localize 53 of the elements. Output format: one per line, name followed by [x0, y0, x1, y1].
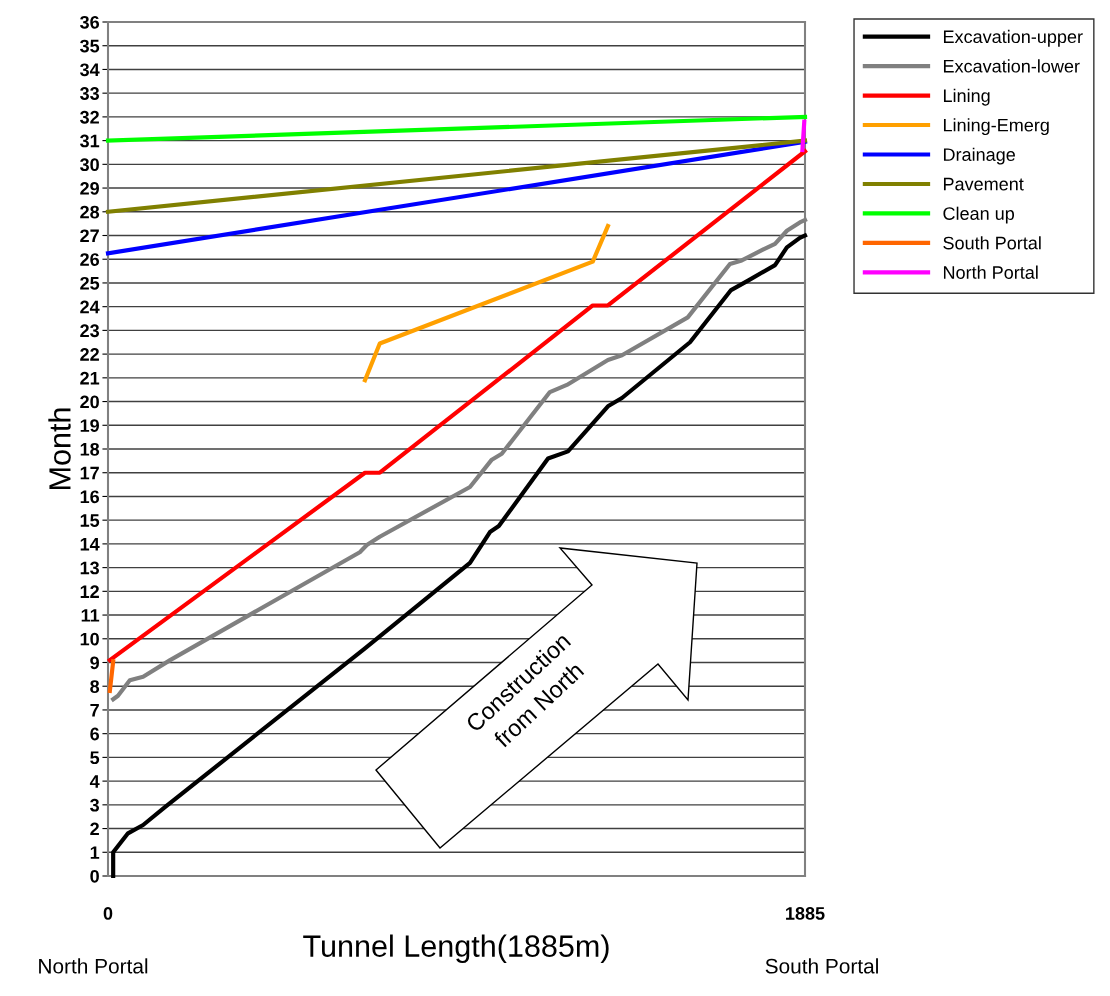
y-tick-label: 7	[90, 704, 99, 717]
legend-label: Lining-Emerg	[943, 118, 1049, 136]
y-tick-label: 21	[80, 371, 100, 385]
legend-label: Excavation-lower	[943, 59, 1080, 73]
y-tick-label: 27	[80, 229, 99, 243]
x-axis-title: Tunnel Length(1885m)	[303, 934, 609, 963]
y-tick-label: 16	[80, 490, 100, 504]
legend-label: South Portal	[943, 236, 1041, 250]
y-tick-label: 13	[80, 561, 100, 575]
legend-label: Pavement	[943, 177, 1024, 191]
legend-label: Clean up	[943, 206, 1015, 224]
y-tick-label: 22	[80, 348, 99, 361]
y-tick-label: 23	[80, 324, 100, 338]
y-tick-label: 31	[80, 134, 100, 148]
text: South Portal	[765, 958, 878, 974]
y-tick-label: 6	[90, 727, 100, 741]
legend-label: Excavation-upper	[943, 29, 1083, 47]
y-tick-label: 30	[80, 158, 99, 172]
y-tick-label: 18	[80, 442, 100, 456]
y-tick-label: 20	[80, 395, 99, 409]
y-tick-label: 14	[80, 538, 100, 551]
y-tick-label: 3	[90, 798, 100, 812]
y-tick-label: 2	[90, 822, 99, 836]
y-tick-label: 32	[80, 110, 99, 124]
y-tick-label: 34	[80, 63, 100, 77]
y-tick-label: 0	[90, 869, 99, 883]
y-tick-label: 10	[80, 632, 99, 646]
y-tick-label: 5	[90, 751, 100, 765]
y-tick-label: 17	[80, 466, 99, 480]
y-tick-label: 12	[80, 585, 99, 598]
y-tick-label: 25	[80, 276, 100, 290]
legend-label: Drainage	[943, 147, 1015, 165]
y-tick-label: 28	[80, 205, 100, 219]
text: North Portal	[39, 958, 148, 974]
y-tick-label: 9	[90, 656, 99, 670]
y-tick-label: 35	[80, 39, 100, 53]
y-tick-label: 36	[80, 15, 100, 29]
legend-label: Lining	[943, 88, 990, 106]
y-tick-label: 26	[80, 253, 100, 266]
line-series	[111, 233, 808, 879]
y-axis-title: Month	[48, 408, 71, 489]
y-tick-label: 19	[80, 419, 99, 432]
x-tick-label: 1885	[786, 907, 825, 920]
legend-label: North Portal	[943, 265, 1038, 279]
y-tick-label: 24	[80, 300, 100, 314]
y-tick-label: 4	[89, 775, 100, 788]
y-tick-label: 33	[80, 87, 100, 100]
y-tick-label: 11	[81, 609, 100, 622]
line-series	[362, 223, 611, 383]
y-tick-label: 8	[90, 680, 100, 693]
y-tick-label: 15	[80, 514, 100, 527]
y-tick-label: 29	[80, 181, 99, 195]
y-tick-label: 1	[90, 846, 100, 859]
